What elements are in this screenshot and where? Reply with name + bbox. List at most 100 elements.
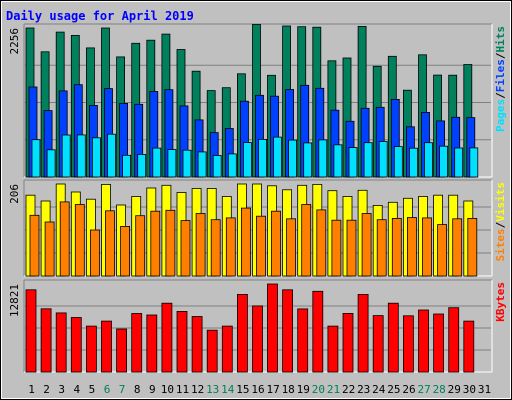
day-label-25: 25: [387, 383, 400, 396]
bar-kbytes-day-11: [176, 310, 188, 373]
legend-separator: /: [494, 92, 507, 99]
bar-pages-day-22: [348, 147, 358, 178]
bar-sites-day-27: [422, 217, 432, 277]
bar-pages-day-30: [469, 147, 479, 178]
bar-pages-day-29: [454, 147, 464, 178]
legend-item-pages: Pages: [494, 99, 507, 132]
bar-kbytes-day-4: [70, 317, 82, 373]
day-label-13: 13: [206, 383, 219, 396]
bar-pages-day-5: [92, 137, 101, 178]
bar-pages-day-25: [393, 146, 403, 178]
bar-pages-day-8: [137, 153, 147, 178]
bar-kbytes-day-8: [131, 313, 143, 373]
bar-kbytes-day-1: [25, 289, 37, 373]
bar-kbytes-day-23: [357, 293, 369, 373]
bar-pages-day-16: [258, 138, 267, 178]
bar-sites-day-14: [225, 217, 236, 277]
day-label-10: 10: [161, 383, 174, 396]
bar-kbytes-day-12: [191, 316, 203, 373]
day-labels: 1 2 3 4 5 6 7 8 9 10 11 12 13 14 15 16 17 18 19 20 21 22 23 24 2…: [28, 383, 491, 396]
bar-pages-day-19: [303, 142, 313, 178]
panel-2: 206 Sites/Visits: [8, 179, 507, 277]
bar-kbytes-day-28: [433, 313, 445, 373]
legend-item-kbytes: KBytes: [494, 282, 507, 322]
day-label-12: 12: [191, 383, 204, 396]
bar-pages-day-17: [273, 136, 282, 178]
bar-kbytes-day-27: [418, 309, 429, 373]
series-pages: [31, 133, 479, 178]
bar-kbytes-day-6: [101, 320, 112, 373]
bar-kbytes-day-20: [312, 290, 324, 373]
bar-kbytes-day-15: [236, 293, 248, 373]
bar-kbytes-day-18: [282, 289, 294, 373]
bar-kbytes-day-16: [252, 305, 263, 373]
legend-item-visits: Visits: [494, 182, 507, 222]
day-label-9: 9: [149, 383, 156, 396]
bar-sites-day-26: [406, 217, 417, 277]
bar-sites-day-6: [105, 210, 115, 277]
series-sites: [29, 201, 478, 277]
legend-label-top: Pages/Files/Hits: [494, 26, 507, 132]
day-label-14: 14: [221, 383, 235, 396]
bar-kbytes-day-9: [146, 314, 158, 373]
day-label-15: 15: [236, 383, 249, 396]
bar-sites-day-24: [376, 219, 387, 277]
bar-pages-day-10: [167, 149, 177, 178]
bar-kbytes-day-19: [297, 308, 309, 373]
bar-pages-day-26: [408, 147, 418, 178]
legend-item-files: Files: [494, 59, 507, 92]
bar-kbytes-day-5: [86, 325, 97, 373]
bar-sites-day-1: [29, 214, 40, 277]
day-label-16: 16: [251, 383, 264, 396]
bar-sites-day-11: [180, 220, 191, 277]
bar-pages-day-21: [333, 144, 343, 178]
legend-item-hits: Hits: [494, 26, 507, 53]
series-kbytes: [25, 283, 475, 373]
day-label-23: 23: [357, 383, 370, 396]
bar-pages-day-9: [152, 147, 162, 178]
bar-kbytes-day-21: [327, 325, 339, 373]
bar-kbytes-day-7: [116, 328, 127, 373]
bar-sites-day-8: [135, 215, 146, 277]
bar-pages-day-3: [61, 134, 71, 178]
bar-pages-day-7: [122, 154, 131, 178]
bar-pages-day-13: [212, 155, 222, 178]
bar-kbytes-day-26: [402, 315, 414, 373]
day-label-18: 18: [282, 383, 295, 396]
day-label-2: 2: [43, 383, 50, 396]
day-label-1: 1: [28, 383, 35, 396]
bar-pages-day-28: [439, 145, 449, 178]
bar-pages-day-27: [424, 142, 433, 178]
bar-pages-day-4: [76, 134, 86, 178]
legend-separator: /: [494, 221, 507, 228]
panel-max-label: 12821: [8, 284, 21, 317]
bar-sites-day-29: [452, 218, 463, 277]
day-label-4: 4: [73, 383, 80, 396]
bar-kbytes-day-13: [206, 329, 218, 373]
bar-sites-day-17: [271, 210, 281, 277]
day-label-11: 11: [176, 383, 189, 396]
bar-kbytes-day-24: [372, 315, 384, 373]
bar-sites-day-10: [165, 209, 176, 277]
bar-pages-day-15: [242, 142, 252, 178]
bar-sites-day-18: [286, 218, 297, 277]
day-label-5: 5: [89, 383, 96, 396]
bar-pages-day-18: [288, 139, 298, 178]
bar-kbytes-day-2: [40, 308, 52, 373]
chart-title: Daily usage for April 2019: [6, 9, 194, 23]
day-label-27: 27: [417, 383, 430, 396]
bar-sites-day-9: [150, 210, 161, 277]
bar-sites-day-28: [437, 224, 448, 277]
bar-pages-day-11: [182, 149, 192, 178]
day-label-26: 26: [402, 383, 415, 396]
bar-pages-day-24: [378, 141, 388, 178]
day-label-7: 7: [119, 383, 126, 396]
day-label-6: 6: [104, 383, 111, 396]
bar-pages-day-1: [31, 139, 41, 178]
legend-label-bottom: KBytes: [494, 282, 507, 322]
bar-sites-day-5: [90, 229, 100, 277]
day-label-3: 3: [58, 383, 65, 396]
day-label-28: 28: [433, 383, 446, 396]
